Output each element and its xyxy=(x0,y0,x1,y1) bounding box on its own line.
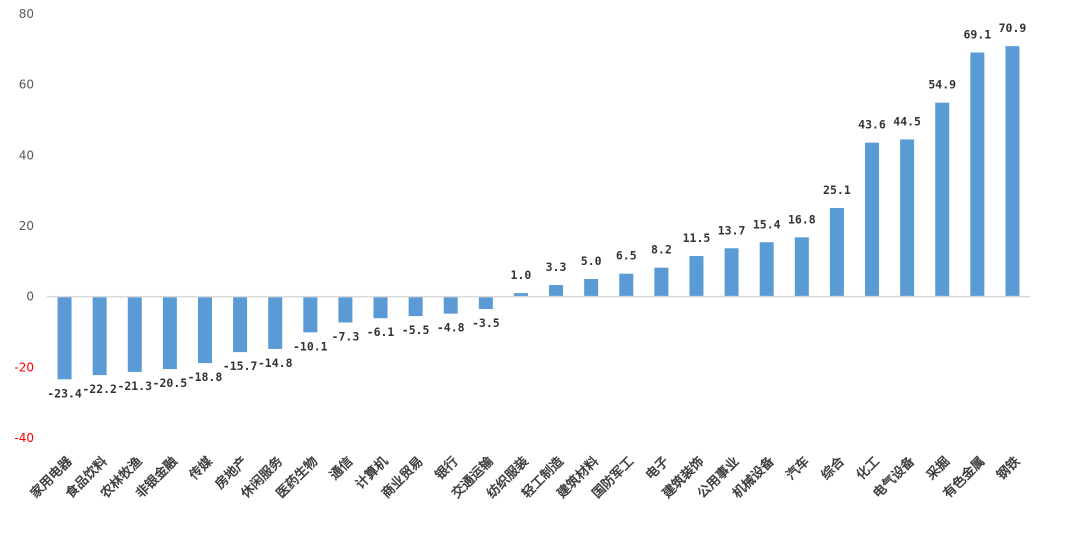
data-label: -20.5 xyxy=(153,376,188,390)
data-label: -18.8 xyxy=(188,370,223,384)
bar xyxy=(935,102,950,297)
data-label: 11.5 xyxy=(683,231,711,245)
y-tick-label: 40 xyxy=(19,148,34,162)
data-label: -4.8 xyxy=(437,321,465,335)
bar xyxy=(759,242,774,297)
y-axis-ticks: -40 -20 0 20 40 60 80 xyxy=(14,7,34,445)
bars xyxy=(57,46,1020,380)
x-tick-label: 钢铁 xyxy=(994,454,1024,484)
bar xyxy=(127,296,142,372)
x-tick-label: 通信 xyxy=(327,454,357,484)
data-label: -22.2 xyxy=(82,382,117,396)
data-label: -3.5 xyxy=(472,316,500,330)
bar xyxy=(233,296,248,353)
data-label: 70.9 xyxy=(999,21,1027,35)
data-labels: -23.4 -22.2 -21.3 -20.5 -18.8-15.7 -14.8-10.1… xyxy=(47,21,1026,400)
bar xyxy=(268,296,283,349)
data-label: -23.4 xyxy=(47,386,82,400)
bar xyxy=(162,296,177,370)
data-label: 8.2 xyxy=(651,243,672,257)
bar xyxy=(57,296,72,380)
data-label: -5.5 xyxy=(402,323,430,337)
bar xyxy=(338,296,353,323)
data-label: 25.1 xyxy=(823,183,851,197)
data-label: 15.4 xyxy=(753,217,781,231)
data-label: -10.1 xyxy=(293,339,328,353)
bar xyxy=(1005,46,1020,297)
bar xyxy=(478,296,493,310)
y-tick-label: 60 xyxy=(19,78,34,92)
x-tick-label: 电子 xyxy=(642,454,672,484)
y-tick-label: -40 xyxy=(14,431,34,445)
bar xyxy=(865,142,880,297)
data-label: 1.0 xyxy=(511,268,532,282)
bar xyxy=(513,293,528,297)
bar xyxy=(689,256,704,297)
y-tick-label: -20 xyxy=(14,360,34,374)
bar xyxy=(794,237,809,297)
data-label: -6.1 xyxy=(367,325,395,339)
data-label: 54.9 xyxy=(928,78,956,92)
data-label: 5.0 xyxy=(581,254,602,268)
x-tick-label: 综合 xyxy=(818,453,848,483)
data-label: 44.5 xyxy=(893,114,921,128)
bar xyxy=(92,296,107,376)
bar xyxy=(829,207,844,297)
data-label: -14.8 xyxy=(258,356,293,370)
bar xyxy=(900,139,915,297)
x-tick-label: 传媒 xyxy=(185,453,216,484)
data-label: -21.3 xyxy=(117,379,152,393)
bar xyxy=(373,296,388,319)
y-tick-label: 0 xyxy=(26,290,34,304)
data-label: -15.7 xyxy=(223,359,258,373)
bar xyxy=(549,285,564,297)
bar xyxy=(654,267,669,297)
bar xyxy=(408,296,423,317)
data-label: 16.8 xyxy=(788,212,816,226)
data-label: 43.6 xyxy=(858,118,886,132)
data-label: 69.1 xyxy=(963,28,991,42)
y-tick-label: 20 xyxy=(19,219,34,233)
bar xyxy=(584,279,599,297)
x-tick-label: 银行 xyxy=(432,454,462,484)
bar xyxy=(443,296,458,314)
x-tick-label: 化工 xyxy=(853,454,883,484)
data-label: 6.5 xyxy=(616,249,637,263)
x-tick-label: 采掘 xyxy=(923,454,953,484)
data-label: 13.7 xyxy=(718,223,746,237)
x-tick-label: 汽车 xyxy=(783,454,813,484)
bar xyxy=(724,248,739,297)
bar xyxy=(619,273,634,297)
y-tick-label: 80 xyxy=(19,7,34,21)
data-label: -7.3 xyxy=(332,329,360,343)
bar xyxy=(197,296,212,364)
data-label: 3.3 xyxy=(546,260,567,274)
bar xyxy=(970,52,985,297)
bar xyxy=(303,296,318,333)
